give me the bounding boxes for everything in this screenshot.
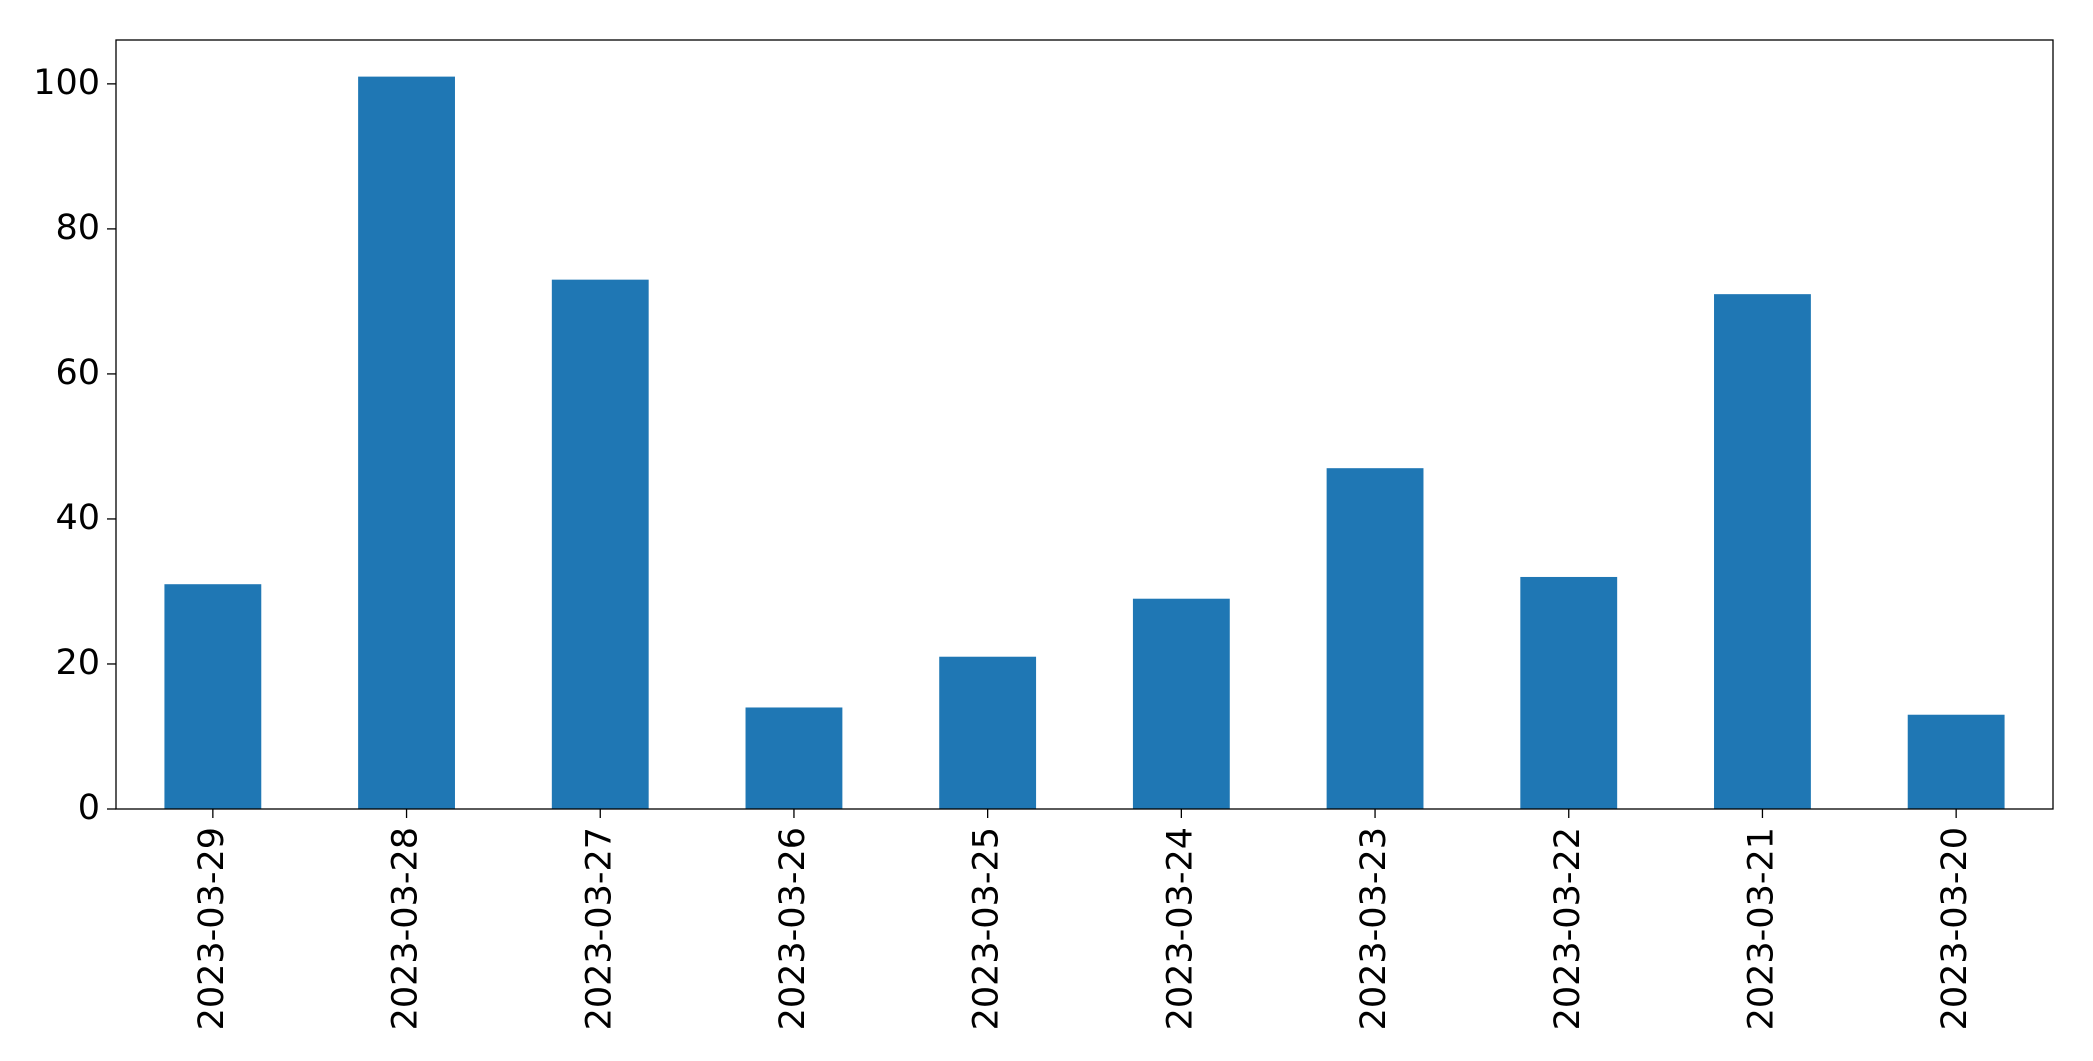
bar (1907, 714, 2005, 809)
y-tick-label: 40 (55, 498, 100, 538)
y-tick-label: 20 (55, 643, 100, 683)
x-tick-label: 2023-03-28 (386, 827, 426, 1030)
bar (1520, 576, 1618, 809)
y-tick-label: 100 (33, 63, 100, 103)
y-tick-label: 60 (55, 353, 100, 393)
bar (1326, 468, 1424, 809)
bar (1132, 598, 1230, 809)
bar (939, 656, 1037, 809)
y-tick-label: 80 (55, 208, 100, 248)
x-tick-label: 2023-03-21 (1741, 827, 1781, 1030)
bar (164, 584, 262, 809)
bar (745, 707, 843, 809)
x-tick-label: 2023-03-23 (1354, 827, 1394, 1030)
x-tick-label: 2023-03-25 (967, 827, 1007, 1030)
x-tick-label: 2023-03-26 (773, 827, 813, 1030)
plot-frame (115, 39, 2054, 810)
bar (551, 279, 649, 809)
x-tick-label: 2023-03-27 (579, 827, 619, 1030)
y-tick-label: 0 (78, 788, 100, 828)
bar (1714, 294, 1811, 809)
x-tick-label: 2023-03-22 (1548, 827, 1588, 1030)
x-tick-label: 2023-03-29 (192, 827, 232, 1030)
x-tick-label: 2023-03-24 (1160, 827, 1200, 1030)
bar (358, 76, 455, 810)
x-tick-label: 2023-03-20 (1935, 827, 1975, 1030)
